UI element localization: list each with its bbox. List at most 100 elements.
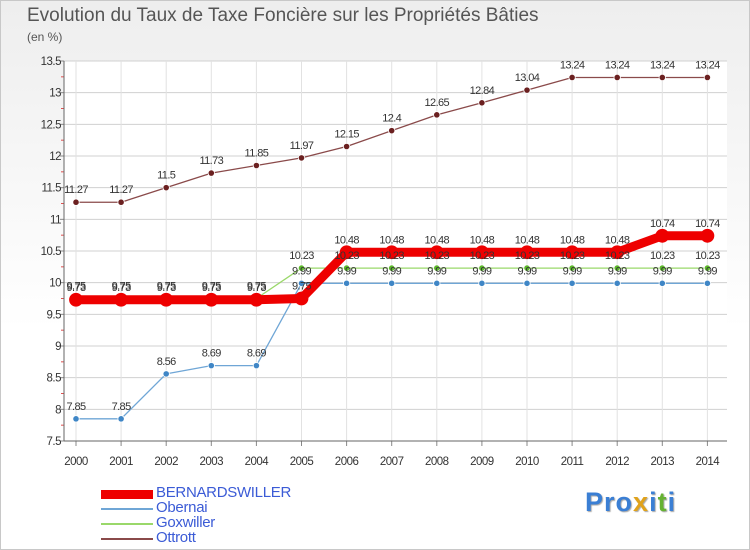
data-point-obernai <box>342 279 351 287</box>
data-point-bernardswiller <box>204 292 219 307</box>
data-point-bernardswiller <box>429 245 444 260</box>
data-label-obernai: 9.99 <box>382 265 401 277</box>
data-label-obernai: 9.99 <box>517 265 536 277</box>
data-label-bernardswiller: 10.48 <box>470 234 495 246</box>
x-tick-label: 2004 <box>245 456 270 468</box>
y-tick-label: 13 <box>49 88 61 100</box>
data-label-bernardswiller: 10.48 <box>605 234 630 246</box>
x-tick-label: 2010 <box>515 456 539 468</box>
legend-label: BERNARDSWILLER <box>156 484 291 501</box>
data-point-goxwiller <box>433 264 441 272</box>
data-label-bernardswiller: 10.74 <box>650 218 675 230</box>
data-point-obernai <box>72 415 80 423</box>
data-label-ottrott: 12.4 <box>382 113 401 125</box>
data-point-bernardswiller <box>655 228 670 243</box>
data-label-bernardswiller: 9.75 <box>292 281 311 293</box>
data-point-obernai <box>703 279 712 287</box>
y-tick-label: 9 <box>55 341 61 353</box>
legend-label: Ottrott <box>156 529 196 546</box>
legend-swatch <box>101 538 153 540</box>
x-tick-label: 2002 <box>154 456 178 468</box>
data-point-ottrott <box>703 73 712 82</box>
data-label-obernai: 9.99 <box>472 265 491 277</box>
data-label-goxwiller: 9.75 <box>247 281 266 293</box>
data-point-ottrott <box>388 127 396 135</box>
data-point-bernardswiller <box>474 245 489 260</box>
data-point-bernardswiller <box>700 228 715 243</box>
data-label-ottrott: 12.65 <box>425 97 450 109</box>
data-point-bernardswiller <box>339 245 354 260</box>
data-label-goxwiller: 10.23 <box>334 250 359 262</box>
data-label-ottrott: 11.5 <box>157 170 176 182</box>
data-point-goxwiller <box>388 264 396 272</box>
data-label-obernai: 8.69 <box>247 348 266 360</box>
x-tick-label: 2012 <box>605 456 629 468</box>
data-point-goxwiller <box>297 264 306 272</box>
chart-title: Evolution du Taux de Taxe Foncière sur l… <box>27 5 539 26</box>
data-label-obernai: 9.99 <box>608 265 627 277</box>
data-point-ottrott <box>568 73 576 82</box>
data-point-ottrott <box>252 161 260 170</box>
y-tick-label: 11.5 <box>41 183 61 195</box>
data-point-ottrott <box>342 142 351 151</box>
data-label-bernardswiller: 10.74 <box>695 218 720 230</box>
x-tick-label: 2011 <box>561 456 584 468</box>
data-point-obernai <box>162 370 170 378</box>
data-label-goxwiller: 9.75 <box>112 281 131 293</box>
y-tick-label: 11 <box>50 214 61 226</box>
data-point-bernardswiller <box>294 291 309 306</box>
data-point-bernardswiller <box>610 245 625 260</box>
data-label-ottrott: 11.27 <box>64 184 88 196</box>
data-point-bernardswiller <box>159 292 174 307</box>
y-tick-label: 8.5 <box>47 373 62 385</box>
data-label-ottrott: 11.85 <box>245 148 269 160</box>
data-point-goxwiller <box>658 264 666 272</box>
legend-swatch <box>101 489 153 499</box>
data-label-obernai: 9.99 <box>698 265 717 277</box>
data-point-ottrott <box>297 154 306 162</box>
data-point-ottrott <box>72 198 80 206</box>
data-point-ottrott <box>117 198 125 206</box>
y-tick-label: 10 <box>49 278 61 290</box>
data-point-ottrott <box>162 184 170 192</box>
data-point-goxwiller <box>703 264 712 272</box>
data-point-ottrott <box>523 86 531 94</box>
data-label-ottrott: 12.84 <box>470 85 495 97</box>
chart-unit-label: (en %) <box>27 30 63 44</box>
data-point-bernardswiller <box>114 292 128 307</box>
y-tick-label: 12.5 <box>41 119 61 131</box>
data-point-obernai <box>207 362 215 370</box>
data-point-obernai <box>252 362 260 370</box>
data-point-ottrott <box>433 111 441 119</box>
y-tick-label: 12 <box>49 151 61 163</box>
data-label-obernai: 7.85 <box>112 401 131 413</box>
data-label-obernai: 8.56 <box>157 356 176 368</box>
y-tick-label: 7.5 <box>47 436 62 448</box>
data-label-goxwiller: 9.75 <box>66 281 85 293</box>
data-label-bernardswiller: 10.48 <box>379 234 404 246</box>
data-point-bernardswiller <box>249 292 264 307</box>
data-label-goxwiller: 9.75 <box>157 281 176 293</box>
data-label-obernai: 9.99 <box>337 265 356 277</box>
data-point-obernai <box>568 279 576 287</box>
data-point-goxwiller <box>342 264 351 272</box>
data-point-ottrott <box>658 73 666 82</box>
data-label-obernai: 9.99 <box>563 265 582 277</box>
data-label-bernardswiller: 10.48 <box>515 234 540 246</box>
data-point-ottrott <box>613 73 621 82</box>
data-point-bernardswiller <box>520 245 534 260</box>
legend-label: Goxwiller <box>156 514 215 531</box>
data-point-obernai <box>117 415 125 423</box>
data-label-goxwiller: 10.23 <box>379 250 404 262</box>
y-tick-label: 13.5 <box>41 56 61 68</box>
x-tick-label: 2008 <box>425 456 449 468</box>
data-label-obernai: 8.69 <box>202 348 221 360</box>
data-point-goxwiller <box>523 264 531 272</box>
data-point-obernai <box>478 279 486 287</box>
data-label-goxwiller: 10.23 <box>515 250 540 262</box>
data-label-goxwiller: 10.23 <box>560 250 585 262</box>
data-label-obernai: 9.99 <box>653 265 672 277</box>
data-point-obernai <box>658 279 666 287</box>
data-label-ottrott: 13.04 <box>515 72 540 84</box>
